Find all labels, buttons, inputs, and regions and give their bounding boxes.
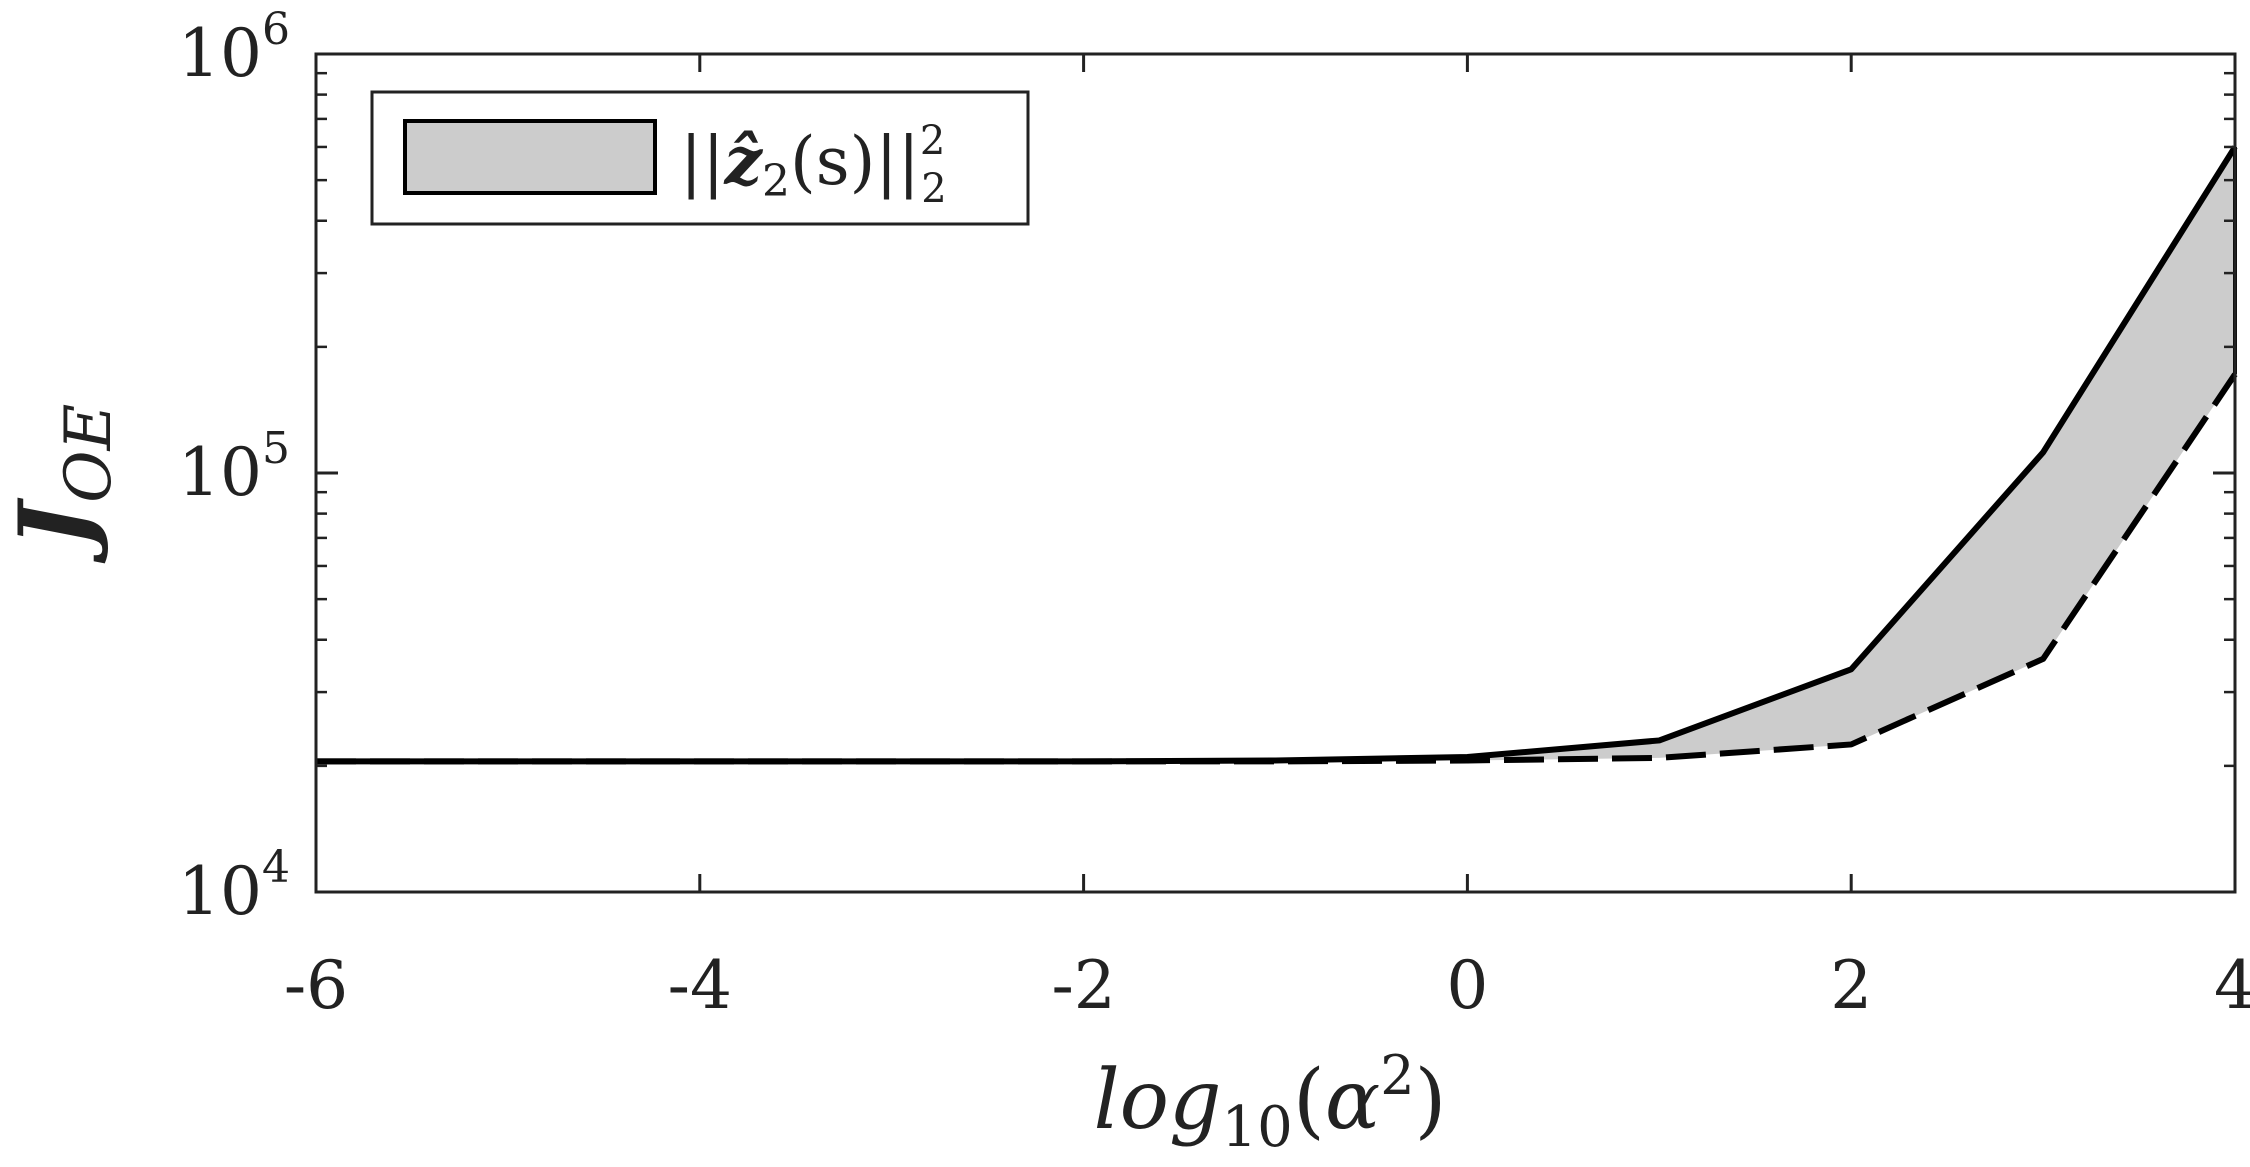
shaded-band: [316, 146, 2235, 762]
x-tick-label: -4: [668, 947, 732, 1024]
x-tick-label: -2: [1051, 947, 1115, 1024]
legend: ||ẑ2(s)||2 2: [370, 90, 1030, 226]
y-tick-label: 105: [178, 423, 290, 511]
upper-curve: [316, 145, 2238, 765]
y-axis-label: JOE: [0, 404, 126, 565]
legend-label: ||ẑ2(s)||2 2: [680, 118, 947, 212]
lower-curve: [316, 372, 2238, 765]
y-tick-label: 106: [178, 4, 290, 92]
x-tick-label: 0: [1446, 947, 1488, 1024]
x-tick-label: 4: [2214, 947, 2250, 1024]
x-tick-label: 2: [1830, 947, 1872, 1024]
x-tick-label: -6: [284, 947, 348, 1024]
legend-swatch: [403, 119, 657, 195]
y-tick-label: 104: [178, 842, 290, 930]
axis-ticks: [314, 52, 2237, 894]
x-axis-label: log10(α2): [1093, 1044, 1446, 1160]
tick-labels: -6 -4 -2 0 2 4 104 105 106: [178, 4, 2250, 1024]
